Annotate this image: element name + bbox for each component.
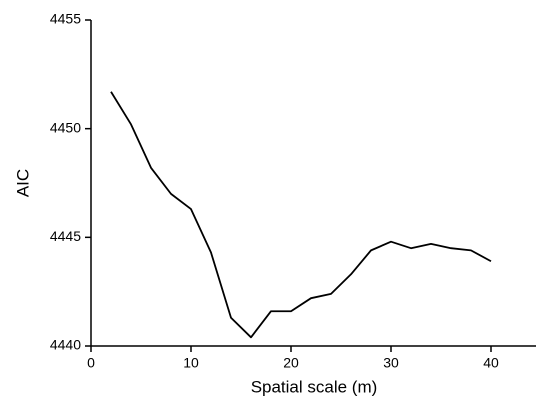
y-tick-label: 4440	[50, 337, 81, 353]
x-tick-label: 20	[283, 355, 299, 371]
x-tick-label: 40	[483, 355, 499, 371]
y-tick-label: 4450	[50, 119, 81, 135]
x-tick-label: 0	[87, 355, 95, 371]
x-axis-title: Spatial scale (m)	[251, 377, 378, 396]
y-axis-title: AIC	[13, 169, 32, 197]
x-tick-label: 30	[383, 355, 399, 371]
y-tick-label: 4445	[50, 228, 81, 244]
y-tick-label: 4455	[50, 11, 81, 27]
data-line	[110, 91, 492, 339]
x-tick-label: 10	[183, 355, 199, 371]
